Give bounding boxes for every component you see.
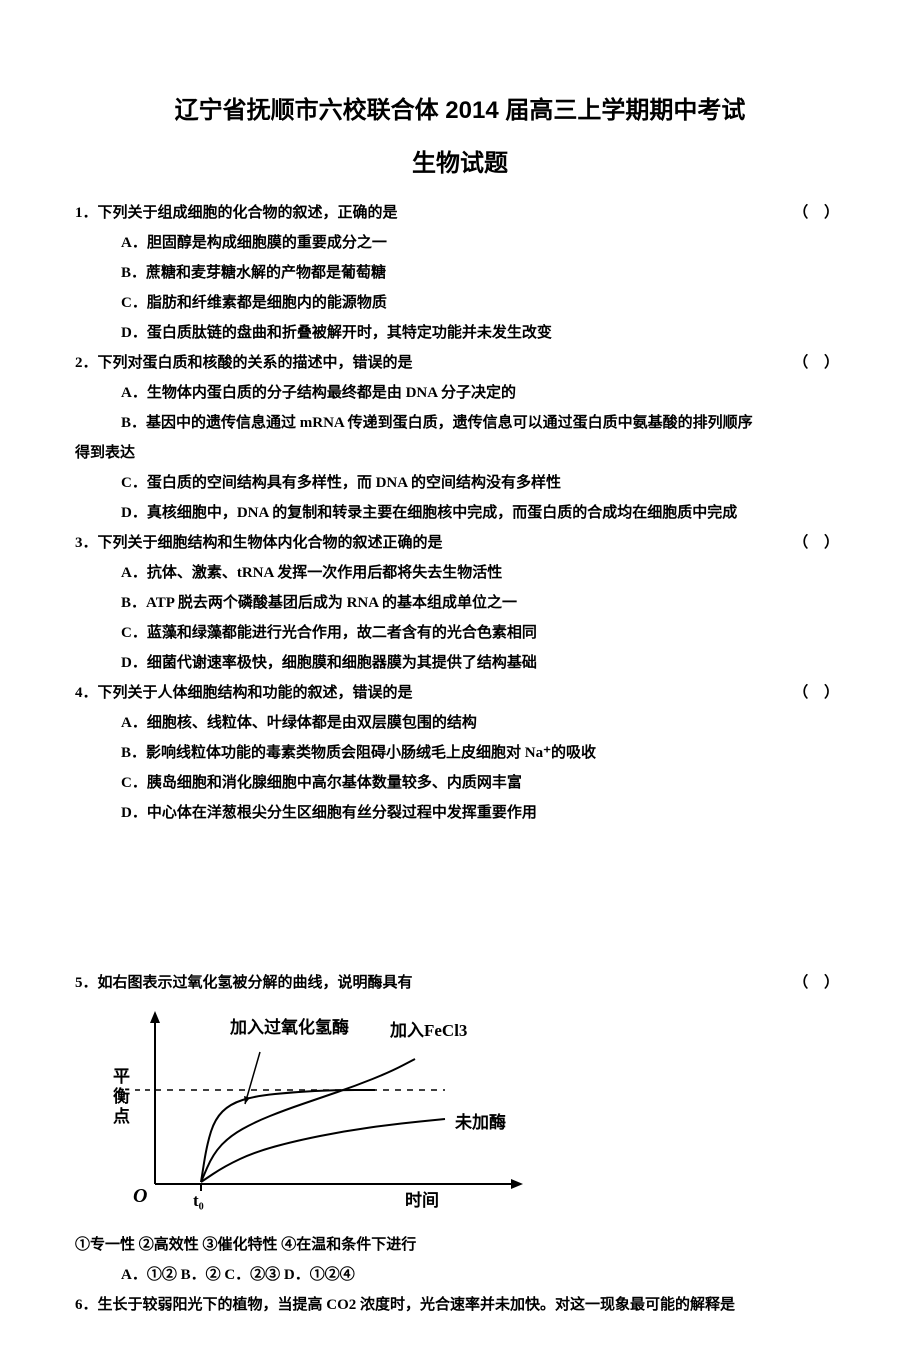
q2-a: A．生物体内蛋白质的分子结构最终都是由 DNA 分子决定的 — [75, 378, 845, 408]
q4-stem: 4．下列关于人体细胞结构和功能的叙述，错误的是 （ ） — [75, 678, 845, 708]
svg-text:加入FeCl3: 加入FeCl3 — [389, 1021, 467, 1040]
q1-stem: 1．下列关于组成细胞的化合物的叙述，正确的是 （ ） — [75, 198, 845, 228]
svg-text:t₀: t₀ — [193, 1191, 204, 1210]
q4-c: C．胰岛细胞和消化腺细胞中高尔基体数量较多、内质网丰富 — [75, 768, 845, 798]
q1-d: D．蛋白质肽链的盘曲和折叠被解开时，其特定功能并未发生改变 — [75, 318, 845, 348]
q5-options: A．①② B．② C．②③ D．①②④ — [75, 1260, 845, 1290]
q5-text: 5．如右图表示过氧化氢被分解的曲线，说明酶具有 — [75, 968, 773, 998]
q1-a: A．胆固醇是构成细胞膜的重要成分之一 — [75, 228, 845, 258]
q2-b-cont: 得到表达 — [75, 438, 845, 468]
enzyme-chart: 加入过氧化氢酶 加入FeCl3 未加酶 平衡点 Ot₀ 时间 — [95, 1004, 845, 1224]
answer-paren: （ ） — [773, 528, 845, 558]
q4-b: B．影响线粒体功能的毒素类物质会阻碍小肠绒毛上皮细胞对 Na⁺的吸收 — [75, 738, 845, 768]
title-main: 辽宁省抚顺市六校联合体 2014 届高三上学期期中考试 — [75, 90, 845, 125]
answer-paren: （ ） — [773, 348, 845, 378]
q2-text: 2．下列对蛋白质和核酸的关系的描述中，错误的是 — [75, 348, 773, 378]
q2-b: B．基因中的遗传信息通过 mRNA 传递到蛋白质，遗传信息可以通过蛋白质中氨基酸… — [75, 408, 845, 438]
svg-text:O: O — [133, 1185, 147, 1207]
q5-sub: ①专一性 ②高效性 ③催化特性 ④在温和条件下进行 — [75, 1230, 845, 1260]
q1-c: C．脂肪和纤维素都是细胞内的能源物质 — [75, 288, 845, 318]
q3-a: A．抗体、激素、tRNA 发挥一次作用后都将失去生物活性 — [75, 558, 845, 588]
q3-b: B．ATP 脱去两个磷酸基团后成为 RNA 的基本组成单位之一 — [75, 588, 845, 618]
spacer — [75, 828, 845, 968]
q6-text: 6．生长于较弱阳光下的植物，当提高 CO2 浓度时，光合速率并未加快。对这一现象… — [75, 1290, 845, 1320]
q4-text: 4．下列关于人体细胞结构和功能的叙述，错误的是 — [75, 678, 773, 708]
svg-text:时间: 时间 — [405, 1190, 439, 1210]
q3-c: C．蓝藻和绿藻都能进行光合作用，故二者含有的光合色素相同 — [75, 618, 845, 648]
q5-stem: 5．如右图表示过氧化氢被分解的曲线，说明酶具有 （ ） — [75, 968, 845, 998]
q2-stem: 2．下列对蛋白质和核酸的关系的描述中，错误的是 （ ） — [75, 348, 845, 378]
answer-paren: （ ） — [773, 198, 845, 228]
svg-text:平衡点: 平衡点 — [113, 1067, 130, 1126]
title-sub: 生物试题 — [75, 143, 845, 178]
q3-text: 3．下列关于细胞结构和生物体内化合物的叙述正确的是 — [75, 528, 773, 558]
q3-stem: 3．下列关于细胞结构和生物体内化合物的叙述正确的是 （ ） — [75, 528, 845, 558]
q1-text: 1．下列关于组成细胞的化合物的叙述，正确的是 — [75, 198, 773, 228]
answer-paren: （ ） — [773, 968, 845, 998]
q2-d: D．真核细胞中，DNA 的复制和转录主要在细胞核中完成，而蛋白质的合成均在细胞质… — [75, 498, 845, 528]
answer-paren: （ ） — [773, 678, 845, 708]
svg-text:未加酶: 未加酶 — [454, 1112, 506, 1132]
q1-b: B．蔗糖和麦芽糖水解的产物都是葡萄糖 — [75, 258, 845, 288]
q4-a: A．细胞核、线粒体、叶绿体都是由双层膜包围的结构 — [75, 708, 845, 738]
q3-d: D．细菌代谢速率极快，细胞膜和细胞器膜为其提供了结构基础 — [75, 648, 845, 678]
svg-text:加入过氧化氢酶: 加入过氧化氢酶 — [229, 1017, 349, 1037]
chart-svg: 加入过氧化氢酶 加入FeCl3 未加酶 平衡点 Ot₀ 时间 — [95, 1004, 535, 1219]
q4-d: D．中心体在洋葱根尖分生区细胞有丝分裂过程中发挥重要作用 — [75, 798, 845, 828]
q2-c: C．蛋白质的空间结构具有多样性，而 DNA 的空间结构没有多样性 — [75, 468, 845, 498]
q6-stem: 6．生长于较弱阳光下的植物，当提高 CO2 浓度时，光合速率并未加快。对这一现象… — [75, 1290, 845, 1320]
